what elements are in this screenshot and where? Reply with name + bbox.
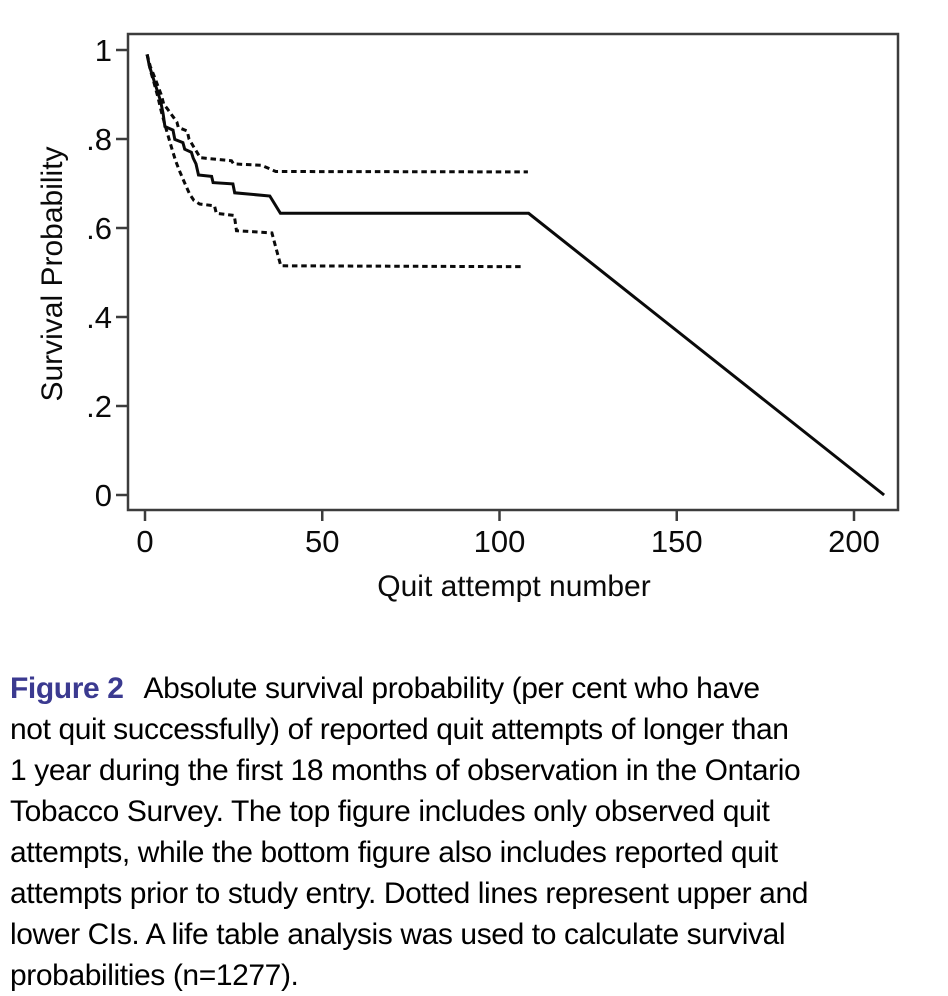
series-survival-estimate [145,54,886,497]
y-tick-label: .2 [86,389,112,424]
figure-caption-text: Absolute survival probability (per cent … [10,672,809,992]
figure-caption-label: Figure 2 [10,672,124,705]
y-tick-label: 1 [95,33,112,68]
x-tick-label: 0 [136,524,153,559]
plot-frame [126,32,900,512]
x-tick-label: 200 [828,524,880,559]
survival-chart: 1 .8 .6 .4 .2 00 50 100 150 200 [86,32,900,559]
x-tick-label: 150 [651,524,703,559]
survival-figure: 1 .8 .6 .4 .2 0 0 50 100 150 200 Survival Probabil… [36,32,900,603]
figure-caption: Figure 2 Absolute survival probability (p… [0,668,948,996]
y-tick-label: .6 [86,211,112,246]
series-upper-ci [145,54,528,174]
x-tick-label: 50 [305,524,339,559]
y-tick-label: .8 [86,122,112,157]
series-lower-ci [145,54,525,269]
y-tick-label: 0 [95,478,112,513]
x-tick-label: 100 [474,524,526,559]
y-axis-label: Survival Probability [36,146,69,402]
x-axis-label: Quit attempt number [377,570,651,603]
y-tick-label: .4 [86,300,112,335]
